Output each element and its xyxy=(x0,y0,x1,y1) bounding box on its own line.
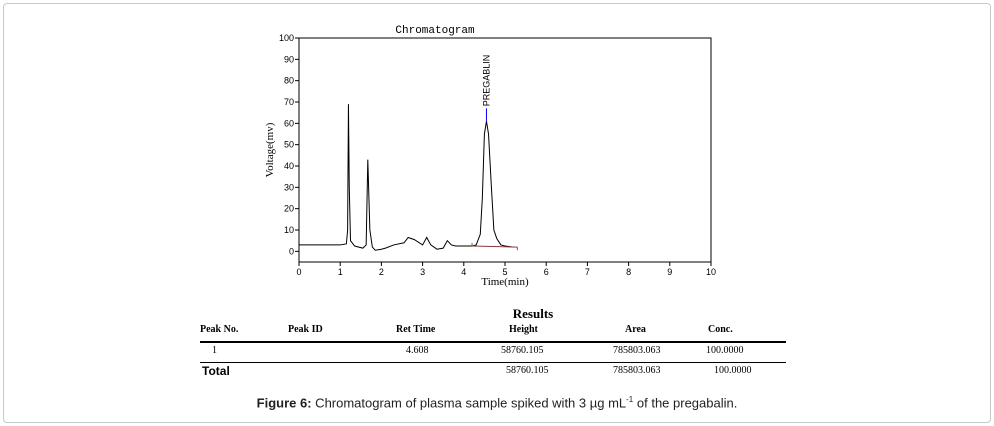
x-tick-label: 5 xyxy=(502,267,507,277)
total-area: 785803.063 xyxy=(613,365,661,376)
header-peak-no: Peak No. xyxy=(200,324,239,335)
header-ret-time: Ret Time xyxy=(396,324,436,335)
total-label: Total xyxy=(202,364,230,378)
y-tick-label: 100 xyxy=(279,33,294,43)
total-row: Total 58760.105 785803.063 100.0000 xyxy=(200,363,786,383)
cell-conc: 100.0000 xyxy=(706,345,744,356)
x-tick-label: 9 xyxy=(667,267,672,277)
peak-baseline xyxy=(472,245,518,248)
x-tick-label: 10 xyxy=(706,267,716,277)
peak-label: PREGABLIN xyxy=(481,55,491,107)
x-tick-label: 7 xyxy=(585,267,590,277)
header-peak-id: Peak ID xyxy=(288,324,323,335)
x-tick-label: 0 xyxy=(296,267,301,277)
plot-area xyxy=(298,37,712,263)
results-title: Results xyxy=(512,306,554,321)
signal-line xyxy=(299,104,514,251)
x-tick-label: 6 xyxy=(544,267,549,277)
total-conc: 100.0000 xyxy=(714,365,752,376)
y-axis-label: Voltage(mv) xyxy=(264,122,276,177)
x-tick-label: 3 xyxy=(420,267,425,277)
y-tick-label: 80 xyxy=(284,76,294,86)
chromatogram-chart: Chromatogram 0 1 2 3 4 5 6 7 8 9 10010203040506070… xyxy=(264,25,716,288)
caption-end: of the pregabalin. xyxy=(633,395,738,411)
y-tick-label: 20 xyxy=(284,204,294,214)
y-tick-label: 60 xyxy=(284,118,294,128)
y-tick-label: 70 xyxy=(284,97,294,107)
cell-height: 58760.105 xyxy=(501,345,544,356)
table-row: 1 4.608 58760.105 785803.063 100.0000 xyxy=(200,343,786,363)
cell-area: 785803.063 xyxy=(613,345,661,356)
figure-caption: Figure 6: Chromatogram of plasma sample … xyxy=(0,395,994,410)
caption-label: Figure 6: xyxy=(256,395,312,411)
header-conc: Conc. xyxy=(708,324,733,335)
caption-text: Chromatogram of plasma sample spiked wit… xyxy=(311,395,627,411)
x-tick-label: 2 xyxy=(379,267,384,277)
y-tick-label: 10 xyxy=(284,225,294,235)
header-height: Height xyxy=(509,324,538,335)
caption-sup: -1 xyxy=(626,395,634,404)
x-axis-label: Time(min) xyxy=(481,276,529,288)
table-header: Peak No. Peak ID Ret Time Height Area Co… xyxy=(200,324,786,343)
x-tick-label: 8 xyxy=(626,267,631,277)
total-height: 58760.105 xyxy=(506,365,549,376)
y-tick-label: 0 xyxy=(289,246,294,256)
cell-ret-time: 4.608 xyxy=(406,345,429,356)
header-area: Area xyxy=(625,324,646,335)
y-tick-label: 40 xyxy=(284,161,294,171)
y-tick-label: 30 xyxy=(284,182,294,192)
cell-peak-no: 1 xyxy=(212,345,217,356)
results-table: Results Peak No. Peak ID Ret Time Height… xyxy=(200,306,786,383)
x-tick-label: 4 xyxy=(461,267,466,277)
y-tick-label: 50 xyxy=(284,140,294,150)
y-tick-label: 90 xyxy=(284,54,294,64)
x-tick-label: 1 xyxy=(338,267,343,277)
figure-frame xyxy=(3,3,991,423)
chart-title: Chromatogram xyxy=(395,25,475,37)
